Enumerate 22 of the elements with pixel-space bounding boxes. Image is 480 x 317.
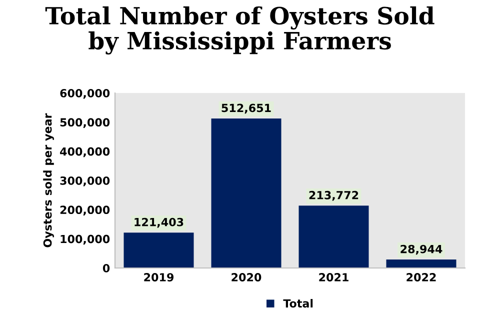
y-tick-label: 200,000: [60, 206, 110, 216]
chart-title: Total Number of Oysters Sold by Mississippi Farmers: [45, 6, 434, 55]
y-tick-label: 100,000: [60, 234, 110, 245]
data-label: 512,651: [222, 104, 271, 114]
y-tick-label: 500,000: [60, 118, 110, 128]
data-label: 28,944: [400, 244, 442, 255]
bar: [386, 260, 456, 268]
y-tick-label: 300,000: [60, 176, 110, 186]
x-tick-label: 2021: [319, 273, 348, 282]
y-tick-label: 0: [102, 264, 110, 272]
data-label: 213,772: [309, 190, 358, 201]
x-tick-label: 2020: [232, 273, 262, 282]
bar: [298, 206, 369, 268]
y-axis-title: Oysters sold per year: [43, 113, 54, 248]
data-label: 121,403: [134, 218, 184, 228]
bar: [124, 232, 194, 268]
y-tick-label: 600,000: [60, 88, 110, 99]
bar: [211, 118, 282, 268]
x-tick-label: 2019: [144, 273, 174, 282]
y-tick-label: 400,000: [60, 147, 110, 158]
x-tick-label: 2022: [406, 273, 436, 282]
legend-label: Total: [283, 299, 313, 308]
